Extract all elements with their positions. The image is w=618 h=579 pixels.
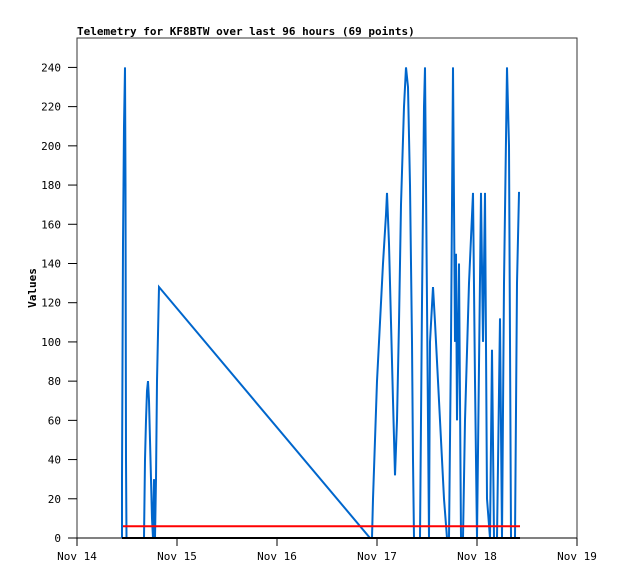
y-tick-label: 80 (48, 375, 61, 388)
y-tick-label: 60 (48, 414, 61, 427)
x-tick-label: Nov 18 (457, 550, 497, 563)
y-tick-label: 220 (41, 101, 61, 114)
y-tick-label: 180 (41, 179, 61, 192)
x-tick-label: Nov 16 (257, 550, 297, 563)
y-tick-label: 40 (48, 454, 61, 467)
x-tick-label: Nov 14 (57, 550, 97, 563)
y-tick-label: 0 (54, 532, 61, 545)
y-tick-label: 140 (41, 257, 61, 270)
x-tick-label: Nov 19 (557, 550, 597, 563)
y-tick-label: 100 (41, 336, 61, 349)
y-tick-label: 200 (41, 140, 61, 153)
y-tick-label: 120 (41, 297, 61, 310)
chart-title: Telemetry for KF8BTW over last 96 hours … (77, 25, 415, 38)
y-tick-label: 20 (48, 493, 61, 506)
y-axis-label: Values (26, 268, 39, 308)
x-tick-label: Nov 17 (357, 550, 397, 563)
series-values-line (121, 67, 520, 539)
y-tick-label: 240 (41, 61, 61, 74)
x-tick-label: Nov 15 (157, 550, 197, 563)
y-tick-label: 160 (41, 218, 61, 231)
